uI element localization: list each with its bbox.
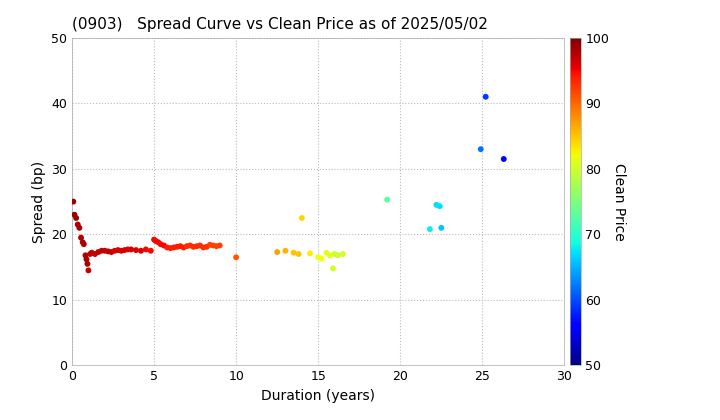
Point xyxy=(135,247,147,254)
Point xyxy=(80,252,91,259)
Point xyxy=(188,244,199,250)
Point xyxy=(92,249,104,255)
Point xyxy=(119,247,130,253)
Point xyxy=(305,250,316,257)
Point xyxy=(150,238,161,244)
Point xyxy=(145,247,156,254)
Point xyxy=(161,244,173,251)
Point xyxy=(279,247,291,254)
Point xyxy=(73,224,85,231)
Point xyxy=(181,243,193,249)
Point xyxy=(112,247,124,253)
Point xyxy=(155,241,166,247)
Point xyxy=(140,246,152,253)
Y-axis label: Clean Price: Clean Price xyxy=(612,163,626,241)
Point xyxy=(475,146,487,152)
Point xyxy=(165,245,176,252)
Point xyxy=(211,243,222,249)
Point xyxy=(68,198,79,205)
Point xyxy=(296,215,307,221)
Point xyxy=(81,256,92,262)
Point xyxy=(122,246,134,253)
Point xyxy=(204,241,216,248)
Point xyxy=(480,93,492,100)
Point xyxy=(312,254,324,261)
Point xyxy=(436,224,447,231)
Y-axis label: Spread (bp): Spread (bp) xyxy=(32,160,45,243)
Point xyxy=(115,247,127,254)
Point xyxy=(158,242,170,249)
Point xyxy=(72,221,84,228)
Point xyxy=(214,242,225,249)
Point xyxy=(78,241,89,247)
Point xyxy=(201,244,212,250)
Point xyxy=(174,243,186,249)
Point xyxy=(148,236,160,243)
Point xyxy=(293,251,305,257)
Point xyxy=(288,249,300,256)
X-axis label: Duration (years): Duration (years) xyxy=(261,389,375,403)
Point xyxy=(76,234,87,241)
Point xyxy=(178,244,189,251)
Point xyxy=(68,211,80,218)
Point xyxy=(71,215,82,221)
Point xyxy=(328,265,339,272)
Point xyxy=(424,226,436,233)
Point xyxy=(271,249,283,255)
Point xyxy=(337,251,348,257)
Point xyxy=(109,247,120,254)
Point xyxy=(382,196,393,203)
Point xyxy=(191,243,202,249)
Point xyxy=(99,247,111,254)
Point xyxy=(153,239,164,246)
Point xyxy=(77,239,89,246)
Point xyxy=(230,254,242,261)
Point xyxy=(324,252,336,259)
Point xyxy=(130,247,142,253)
Point xyxy=(197,244,209,251)
Point xyxy=(96,247,107,254)
Point xyxy=(83,267,94,274)
Point xyxy=(84,251,96,257)
Point xyxy=(316,255,328,262)
Point xyxy=(434,203,446,210)
Point xyxy=(498,156,510,163)
Point xyxy=(125,246,137,253)
Point xyxy=(81,260,93,267)
Point xyxy=(86,249,97,256)
Point xyxy=(106,249,117,255)
Text: (0903)   Spread Curve vs Clean Price as of 2025/05/02: (0903) Spread Curve vs Clean Price as of… xyxy=(72,18,488,32)
Point xyxy=(171,244,183,250)
Point xyxy=(102,248,114,255)
Point xyxy=(207,242,219,249)
Point xyxy=(329,251,341,257)
Point xyxy=(184,242,196,249)
Point xyxy=(431,202,442,208)
Point xyxy=(168,244,179,251)
Point xyxy=(89,251,101,257)
Point xyxy=(320,249,332,256)
Point xyxy=(194,242,206,249)
Point xyxy=(332,252,343,259)
